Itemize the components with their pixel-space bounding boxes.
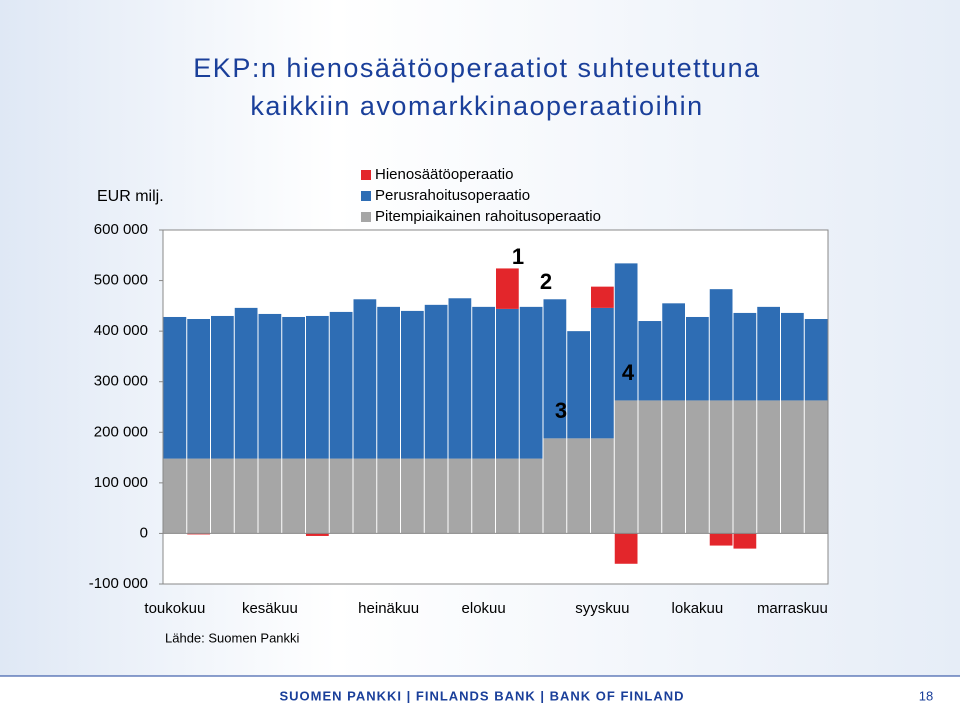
bar-segment [804, 319, 828, 401]
legend-label: Perusrahoitusoperaatio [375, 187, 530, 204]
bar-segment [329, 311, 353, 459]
bar-segment [757, 306, 780, 401]
bar-segment [187, 458, 210, 534]
bar-segment [211, 315, 234, 459]
bar-segment [686, 316, 709, 401]
footer-text: SUOMEN PANKKI | FINLANDS BANK | BANK OF … [279, 688, 684, 703]
y-tick-label: 200 000 [94, 423, 148, 440]
bar-segment [401, 310, 424, 459]
bar-segment [187, 533, 210, 535]
x-tick-label: marraskuu [757, 600, 828, 617]
x-tick-label: syyskuu [575, 600, 629, 617]
legend-swatch [361, 170, 371, 180]
bar-segment [543, 299, 567, 439]
bar-segment [496, 308, 519, 459]
bar-segment [306, 315, 329, 459]
bar-segment [591, 307, 614, 439]
bar-segment [567, 331, 590, 439]
bar-segment [258, 458, 282, 534]
bar-segment [424, 458, 448, 534]
bar-segment [472, 306, 495, 459]
bar-segment [401, 458, 424, 534]
bar-segment [614, 533, 638, 564]
bar-segment [258, 313, 282, 459]
bar-segment [709, 400, 733, 534]
annotation: 1 [512, 244, 524, 269]
bar-segment [496, 268, 519, 309]
bar-segment [472, 458, 495, 534]
bar-segment [329, 458, 353, 534]
bar-segment [733, 533, 757, 549]
page-number: 18 [919, 688, 933, 703]
bar-segment [519, 458, 543, 534]
bar-segment [448, 458, 472, 534]
y-tick-label: -100 000 [89, 575, 148, 592]
bar-segment [733, 312, 757, 401]
y-tick-label: 300 000 [94, 373, 148, 390]
legend-label: Pitempiaikainen rahoitusoperaatio [375, 208, 601, 225]
bar-segment [567, 438, 590, 534]
bar-segment [234, 458, 258, 534]
legend-swatch [361, 191, 371, 201]
bar-segment [353, 458, 377, 534]
bar-segment [448, 298, 472, 459]
annotation: 4 [622, 360, 635, 385]
bar-segment [591, 286, 614, 308]
bar-segment [662, 303, 685, 401]
bar-segment [804, 400, 828, 534]
bar-segment [496, 458, 519, 534]
annotation: 3 [555, 398, 567, 423]
bar-segment [306, 458, 329, 534]
bar-segment [306, 533, 329, 536]
x-tick-label: elokuu [462, 600, 506, 617]
bar-segment [211, 458, 234, 534]
title-line: EKP:n hienosäätöoperaatiot suhteutettuna [193, 53, 760, 83]
bar-segment [709, 533, 733, 546]
bar-segment [234, 307, 258, 459]
title-line: kaikkiin avomarkkinaoperaatioihin [250, 91, 703, 121]
y-axis-label: EUR milj. [97, 188, 164, 205]
x-tick-label: kesäkuu [242, 600, 298, 617]
bar-segment [709, 289, 733, 401]
y-tick-label: 600 000 [94, 221, 148, 238]
bar-segment [377, 306, 400, 459]
x-tick-label: lokakuu [672, 600, 724, 617]
y-tick-label: 0 [140, 524, 148, 541]
bar-segment [662, 400, 685, 534]
bar-segment [519, 306, 543, 459]
bar-segment [686, 400, 709, 534]
bar-segment [353, 299, 377, 459]
bar-segment [163, 458, 187, 534]
bar-segment [614, 400, 638, 534]
bar-segment [638, 321, 662, 401]
bar-segment [377, 458, 400, 534]
bar-segment [163, 316, 187, 459]
legend-label: Hienosäätöoperaatio [375, 166, 513, 183]
bar-segment [282, 458, 305, 534]
bar-segment [638, 400, 662, 534]
footer-band [0, 676, 960, 705]
y-tick-label: 100 000 [94, 474, 148, 491]
bar-segment [187, 319, 210, 459]
y-tick-label: 400 000 [94, 322, 148, 339]
bar-segment [733, 400, 757, 534]
bar-segment [543, 438, 567, 534]
x-tick-label: toukokuu [144, 600, 205, 617]
bar-segment [757, 400, 780, 534]
y-tick-label: 500 000 [94, 272, 148, 289]
bar-segment [781, 400, 804, 534]
bar-segment [781, 312, 804, 401]
source: Lähde: Suomen Pankki [165, 630, 300, 645]
legend-swatch [361, 212, 371, 222]
bar-segment [614, 263, 638, 401]
x-tick-label: heinäkuu [358, 600, 419, 617]
bar-segment [424, 304, 448, 459]
bar-segment [591, 438, 614, 534]
annotation: 2 [540, 269, 552, 294]
bar-segment [282, 316, 305, 459]
